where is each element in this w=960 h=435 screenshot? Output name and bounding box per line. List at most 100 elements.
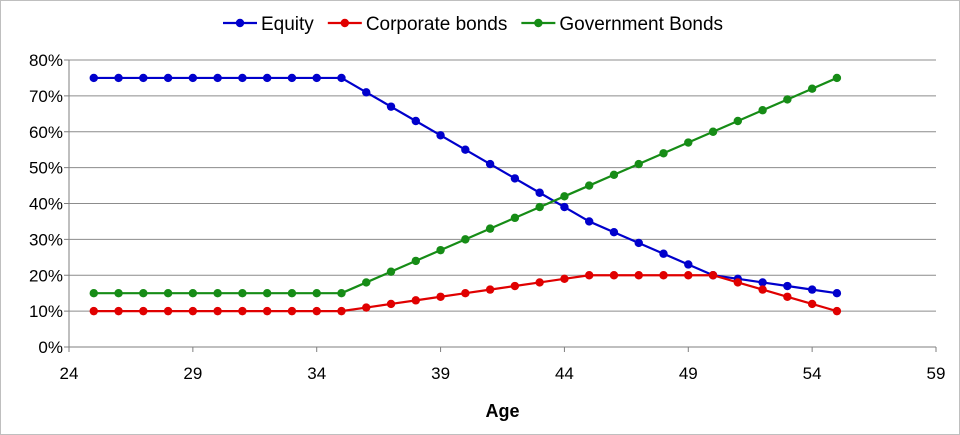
y-tick-label: 60%	[29, 123, 63, 142]
data-point-government-bonds	[436, 245, 445, 255]
data-point-equity	[262, 73, 272, 83]
data-point-equity	[535, 188, 544, 197]
data-point-government-bonds	[708, 127, 718, 136]
data-point-government-bonds	[188, 288, 198, 298]
data-point-equity	[411, 116, 420, 126]
data-point-government-bonds	[461, 235, 470, 244]
data-point-corporate-bonds	[783, 292, 792, 301]
data-point-corporate-bonds	[510, 281, 520, 291]
data-point-corporate-bonds	[708, 271, 718, 280]
x-tick-label: 59	[927, 364, 946, 383]
y-tick-label: 30%	[29, 230, 63, 249]
x-tick-label: 34	[307, 364, 326, 383]
data-point-equity	[436, 131, 445, 140]
legend-entry-equity: Equity	[223, 14, 314, 35]
x-tick-label: 24	[60, 364, 79, 383]
data-point-equity	[783, 281, 792, 291]
data-point-government-bonds	[238, 288, 247, 298]
data-point-corporate-bonds	[684, 271, 693, 280]
data-point-government-bonds	[807, 84, 817, 93]
data-point-corporate-bonds	[386, 299, 396, 309]
data-point-corporate-bonds	[634, 271, 643, 280]
y-tick-label: 70%	[29, 87, 63, 106]
legend-label-equity: Equity	[261, 14, 314, 35]
data-point-equity	[89, 73, 98, 83]
data-point-corporate-bonds	[139, 306, 148, 316]
y-tick-label: 40%	[29, 195, 63, 214]
data-point-equity	[163, 73, 173, 83]
data-point-corporate-bonds	[461, 288, 470, 298]
data-point-equity	[609, 228, 619, 237]
data-point-equity	[213, 73, 222, 83]
data-point-government-bonds	[535, 202, 544, 212]
data-point-corporate-bonds	[362, 303, 371, 312]
data-point-government-bonds	[337, 288, 346, 298]
y-tick-label: 50%	[29, 159, 63, 178]
data-point-government-bonds	[510, 213, 520, 223]
data-point-government-bonds	[213, 288, 222, 298]
legend: Equity Corporate bonds Government Bonds	[223, 14, 723, 35]
data-point-government-bonds	[634, 159, 643, 169]
data-point-equity	[312, 73, 321, 83]
data-point-corporate-bonds	[832, 306, 842, 316]
data-point-equity	[485, 159, 495, 169]
data-point-corporate-bonds	[609, 271, 619, 280]
data-point-corporate-bonds	[485, 285, 495, 294]
data-point-government-bonds	[139, 288, 148, 298]
data-point-government-bonds	[485, 224, 495, 233]
data-point-government-bonds	[312, 288, 321, 298]
data-point-government-bonds	[609, 170, 619, 179]
data-point-equity	[114, 73, 123, 83]
legend-label-corporate-bonds: Corporate bonds	[366, 14, 508, 35]
data-point-government-bonds	[733, 116, 743, 126]
data-point-government-bonds	[560, 192, 569, 201]
data-point-government-bonds	[114, 288, 123, 298]
data-point-corporate-bonds	[163, 306, 173, 316]
data-point-corporate-bonds	[114, 306, 123, 316]
x-tick-label: 29	[183, 364, 202, 383]
data-point-equity	[510, 174, 520, 183]
y-tick-labels: 0% 10% 20% 30% 40% 50% 60% 70% 80%	[29, 51, 63, 357]
data-point-corporate-bonds	[411, 296, 420, 305]
x-tick-label: 54	[803, 364, 822, 383]
axes	[64, 59, 937, 352]
x-tick-label: 44	[555, 364, 574, 383]
y-tick-label: 0%	[38, 338, 63, 357]
data-point-government-bonds	[659, 149, 668, 158]
legend-marker-equity	[235, 18, 245, 28]
data-point-equity	[287, 73, 297, 83]
data-point-equity	[386, 102, 396, 111]
y-tick-label: 80%	[29, 51, 63, 70]
data-point-corporate-bonds	[262, 306, 272, 316]
x-axis-title: Age	[485, 401, 519, 421]
gridlines	[69, 59, 936, 312]
data-point-equity	[758, 278, 767, 287]
x-tick-label: 49	[679, 364, 698, 383]
legend-label-government-bonds: Government Bonds	[559, 14, 723, 35]
data-point-government-bonds	[783, 95, 792, 104]
data-point-equity	[684, 260, 693, 269]
data-point-equity	[634, 238, 643, 248]
x-tick-labels: 24 29 34 39 44 49 54 59	[60, 364, 946, 383]
data-point-equity	[362, 88, 371, 97]
y-tick-label: 20%	[29, 266, 63, 285]
data-point-corporate-bonds	[659, 271, 668, 280]
data-point-corporate-bonds	[213, 306, 222, 316]
data-point-government-bonds	[758, 106, 767, 115]
series-corporate-bonds	[89, 271, 842, 316]
data-point-government-bonds	[362, 278, 371, 287]
data-point-corporate-bonds	[560, 274, 569, 284]
data-point-corporate-bonds	[312, 306, 321, 316]
data-point-government-bonds	[262, 288, 272, 298]
data-point-equity	[139, 73, 148, 83]
data-point-equity	[238, 73, 247, 83]
data-point-equity	[188, 73, 198, 83]
data-point-government-bonds	[287, 288, 297, 298]
data-point-corporate-bonds	[238, 306, 247, 316]
x-tick-label: 39	[431, 364, 450, 383]
legend-marker-corporate-bonds	[340, 18, 350, 28]
data-point-corporate-bonds	[585, 271, 594, 280]
data-point-government-bonds	[386, 267, 396, 276]
